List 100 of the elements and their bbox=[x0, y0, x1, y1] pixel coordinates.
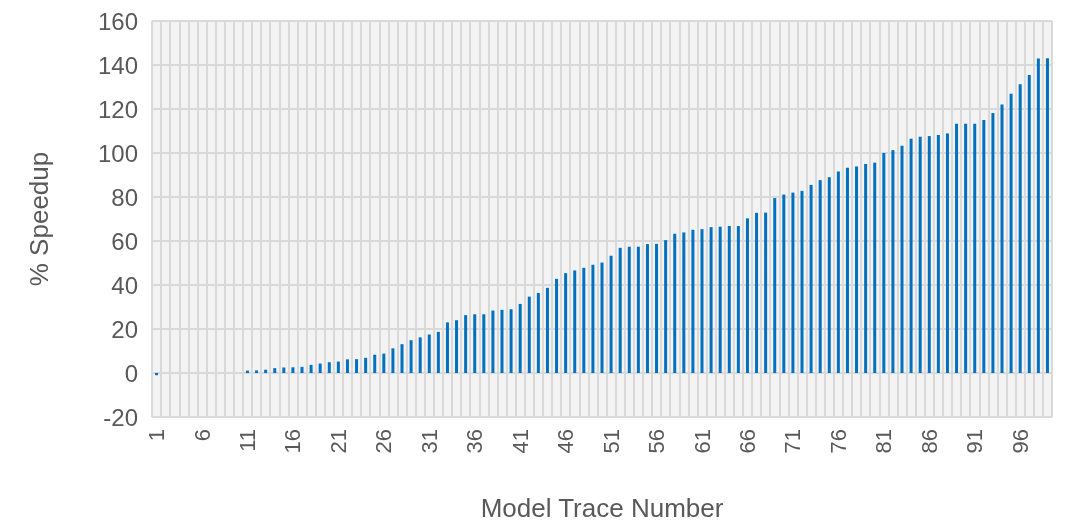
bar bbox=[809, 184, 813, 373]
x-tick-label: 96 bbox=[1007, 429, 1033, 454]
bar bbox=[400, 344, 404, 373]
bar bbox=[891, 150, 895, 373]
bar bbox=[591, 264, 595, 373]
bar bbox=[309, 364, 313, 373]
x-tick-label: 31 bbox=[416, 429, 442, 454]
bar bbox=[318, 363, 322, 373]
bar bbox=[718, 226, 722, 373]
x-tick-label: 91 bbox=[962, 429, 988, 454]
bar bbox=[627, 246, 631, 373]
bar bbox=[573, 270, 577, 373]
x-tick-label: 81 bbox=[871, 429, 897, 454]
bar bbox=[409, 340, 413, 373]
bar bbox=[418, 337, 422, 373]
x-tick-label: 71 bbox=[780, 429, 806, 454]
bar bbox=[373, 354, 377, 373]
bar bbox=[991, 112, 995, 373]
bar bbox=[436, 331, 440, 373]
bar bbox=[636, 246, 640, 373]
bar bbox=[445, 322, 449, 373]
bar bbox=[645, 244, 649, 373]
x-axis-title: Model Trace Number bbox=[480, 493, 724, 523]
bar bbox=[773, 198, 777, 373]
bar bbox=[273, 368, 277, 373]
bar bbox=[900, 145, 904, 373]
bar bbox=[1000, 104, 1004, 373]
bar bbox=[555, 278, 559, 373]
bar bbox=[1045, 58, 1049, 373]
bar bbox=[336, 361, 340, 373]
y-tick-label: 100 bbox=[97, 139, 138, 167]
bar bbox=[764, 212, 768, 373]
bar bbox=[564, 273, 568, 373]
bar bbox=[518, 303, 522, 373]
bar bbox=[655, 243, 659, 373]
bar bbox=[600, 262, 604, 373]
bar bbox=[382, 353, 386, 373]
x-tick-label: 51 bbox=[598, 429, 624, 454]
bar bbox=[855, 166, 859, 373]
bar bbox=[582, 267, 586, 373]
y-axis-title: % Speedup bbox=[24, 151, 54, 287]
bar bbox=[873, 162, 877, 373]
y-tick-label: -20 bbox=[103, 403, 138, 431]
bar bbox=[973, 123, 977, 373]
bar bbox=[345, 359, 349, 373]
y-tick-label: 20 bbox=[111, 315, 138, 343]
bar bbox=[936, 134, 940, 373]
bar bbox=[882, 153, 886, 373]
bar bbox=[355, 359, 359, 373]
bar bbox=[836, 171, 840, 373]
x-tick-label: 26 bbox=[371, 429, 397, 454]
x-tick-label: 11 bbox=[234, 429, 260, 452]
y-tick-label: 160 bbox=[97, 7, 138, 35]
bar bbox=[491, 310, 495, 373]
bar bbox=[691, 229, 695, 373]
bar bbox=[864, 164, 868, 373]
bar bbox=[827, 177, 831, 373]
x-tick-label: 21 bbox=[325, 429, 351, 454]
bar bbox=[945, 133, 949, 373]
bar bbox=[536, 292, 540, 373]
bar bbox=[791, 192, 795, 373]
bar bbox=[509, 309, 513, 373]
bar bbox=[455, 320, 459, 373]
x-tick-label: 86 bbox=[916, 429, 942, 454]
bar bbox=[427, 334, 431, 373]
x-tick-label: 66 bbox=[734, 429, 760, 454]
bar bbox=[300, 366, 304, 373]
x-tick-label: 36 bbox=[462, 429, 488, 454]
bar bbox=[1036, 58, 1040, 373]
bar bbox=[682, 232, 686, 373]
bar bbox=[664, 240, 668, 373]
bar bbox=[727, 226, 731, 373]
bar bbox=[1018, 84, 1022, 373]
bar bbox=[364, 357, 368, 373]
bar bbox=[673, 233, 677, 373]
x-tick-label: 46 bbox=[553, 429, 579, 454]
bar bbox=[527, 296, 531, 373]
bar bbox=[618, 247, 622, 373]
bar bbox=[391, 348, 395, 373]
bar bbox=[745, 218, 749, 373]
bar bbox=[1009, 93, 1013, 373]
bar bbox=[918, 136, 922, 373]
bar bbox=[500, 309, 504, 373]
bar bbox=[464, 315, 468, 373]
x-tick-label: 6 bbox=[189, 429, 215, 442]
x-tick-label: 56 bbox=[644, 429, 670, 454]
y-tick-label: 60 bbox=[111, 227, 138, 255]
y-tick-label: 140 bbox=[97, 51, 138, 79]
bar bbox=[955, 123, 959, 373]
bar bbox=[609, 255, 613, 373]
bar bbox=[927, 136, 931, 373]
bar bbox=[736, 226, 740, 373]
bar bbox=[818, 180, 822, 373]
bar bbox=[482, 314, 486, 373]
bar bbox=[291, 367, 295, 373]
bar bbox=[909, 138, 913, 373]
y-tick-label: 40 bbox=[111, 271, 138, 299]
bar bbox=[473, 314, 477, 373]
bar bbox=[709, 227, 713, 373]
y-tick-label: 0 bbox=[124, 359, 138, 387]
